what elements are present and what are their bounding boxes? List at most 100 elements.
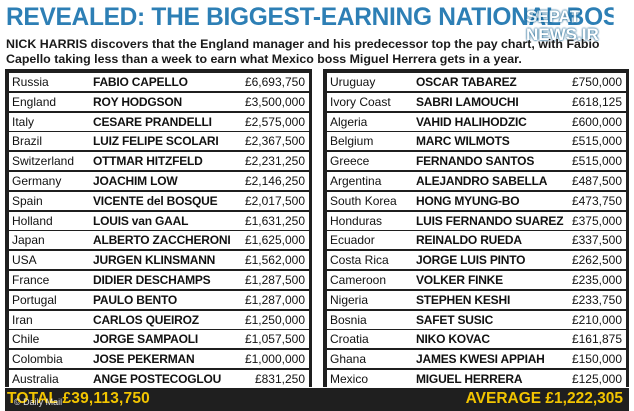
table-row: Ecuador REINALDO RUEDA £337,500	[327, 231, 626, 250]
table-row: Mexico MIGUEL HERRERA £125,000	[327, 369, 626, 388]
country-cell: Italy	[12, 114, 35, 129]
table-row: France DIDIER DESCHAMPS £1,287,500	[9, 270, 309, 289]
manager-cell: ALBERTO ZACCHERONI	[93, 233, 231, 248]
salary-cell: £6,693,750	[244, 75, 305, 89]
country-cell: Argentina	[330, 173, 382, 188]
table-row: Spain VICENTE del BOSQUE £2,017,500	[9, 191, 309, 210]
manager-cell: JOSE PEKERMAN	[93, 352, 195, 367]
manager-cell: ROY HODGSON	[93, 94, 182, 109]
salary-cell: £375,000	[571, 213, 622, 228]
manager-cell: ANGE POSTECOGLOU	[93, 371, 222, 386]
salary-cell: £3,500,000	[244, 94, 305, 109]
standfirst: NICK HARRIS discovers that the England m…	[6, 37, 600, 66]
country-cell: Switzerland	[12, 154, 75, 169]
country-cell: Holland	[12, 213, 53, 228]
manager-cell: JORGE LUIS PINTO	[416, 253, 526, 268]
country-cell: Australia	[12, 371, 59, 386]
salary-cell: £262,500	[571, 253, 622, 268]
country-cell: Spain	[12, 193, 43, 208]
country-cell: USA	[12, 253, 37, 268]
salary-cell: £150,000	[571, 352, 622, 367]
manager-cell: JAMES KWESI APPIAH	[416, 352, 545, 367]
salary-cell: £233,750	[571, 292, 622, 307]
salary-cell: £337,500	[571, 233, 622, 248]
salary-cell: £2,017,500	[244, 193, 305, 208]
pay-table-right: Uruguay OSCAR TABAREZ £750,000 Ivory Coast S…	[323, 69, 629, 388]
country-cell: Honduras	[330, 213, 383, 228]
manager-cell: LUIS FERNANDO SUAREZ	[416, 213, 564, 228]
manager-cell: HONG MYUNG-BO	[416, 193, 520, 208]
salary-cell: £473,750	[571, 193, 622, 208]
country-cell: Uruguay	[330, 75, 376, 89]
salary-cell: £210,000	[571, 312, 622, 327]
country-cell: Chile	[12, 332, 40, 347]
table-row: Brazil LUIZ FELIPE SCOLARI £2,367,500	[9, 132, 309, 151]
table-row: Australia ANGE POSTECOGLOU £831,250	[9, 369, 309, 388]
table-row: Costa Rica JORGE LUIS PINTO £262,500	[327, 251, 626, 270]
table-row: Bosnia SAFET SUSIC £210,000	[327, 310, 626, 329]
credit-text: © Daily Mail	[14, 397, 63, 407]
country-cell: Ghana	[330, 352, 367, 367]
salary-cell: £1,000,000	[244, 352, 305, 367]
salary-cell: £515,000	[571, 134, 622, 149]
country-cell: Ivory Coast	[330, 94, 391, 109]
table-row: Honduras LUIS FERNANDO SUAREZ £375,000	[327, 211, 626, 230]
total-label: TOTAL £39,113,750	[7, 390, 150, 407]
manager-cell: STEPHEN KESHI	[416, 292, 511, 307]
manager-cell: OTTMAR HITZFELD	[93, 154, 203, 169]
table-row: Croatia NIKO KOVAC £161,875	[327, 330, 626, 349]
table-row: Iran CARLOS QUEIROZ £1,250,000	[9, 310, 309, 329]
country-cell: Cameroon	[330, 272, 387, 287]
table-row: Algeria VAHID HALIHODZIC £600,000	[327, 112, 626, 131]
salary-cell: £1,631,250	[244, 213, 305, 228]
country-cell: Iran	[12, 312, 33, 327]
table-row: USA JURGEN KLINSMANN £1,562,000	[9, 251, 309, 270]
salary-cell: £1,287,500	[244, 272, 305, 287]
country-cell: Croatia	[330, 332, 369, 347]
manager-cell: DIDIER DESCHAMPS	[93, 272, 211, 287]
salary-cell: £831,250	[254, 371, 305, 386]
country-cell: Germany	[12, 173, 62, 188]
table-row: Ghana JAMES KWESI APPIAH £150,000	[327, 350, 626, 369]
salary-cell: £1,250,000	[244, 312, 305, 327]
manager-cell: OSCAR TABAREZ	[416, 75, 517, 89]
table-row: Belgium MARC WILMOTS £515,000	[327, 132, 626, 151]
table-row: Uruguay OSCAR TABAREZ £750,000	[327, 73, 626, 91]
country-cell: Bosnia	[330, 312, 367, 327]
salary-cell: £1,562,000	[244, 253, 305, 268]
salary-cell: £1,287,000	[244, 292, 305, 307]
table-row: Ivory Coast SABRI LAMOUCHI £618,125	[327, 92, 626, 111]
manager-cell: VAHID HALIHODZIC	[416, 114, 527, 129]
table-row: Colombia JOSE PEKERMAN £1,000,000	[9, 350, 309, 369]
manager-cell: JORGE SAMPAOLI	[93, 332, 198, 347]
manager-cell: ALEJANDRO SABELLA	[416, 173, 548, 188]
manager-cell: MIGUEL HERRERA	[416, 371, 523, 386]
pay-table-left: Russia FABIO CAPELLO £6,693,750 England ROY …	[5, 69, 312, 388]
country-cell: Costa Rica	[330, 253, 389, 268]
country-cell: South Korea	[330, 193, 397, 208]
salary-cell: £515,000	[571, 154, 622, 169]
country-cell: Mexico	[330, 371, 369, 386]
table-row: Portugal PAULO BENTO £1,287,000	[9, 290, 309, 309]
country-cell: England	[12, 94, 57, 109]
country-cell: France	[12, 272, 50, 287]
manager-cell: MARC WILMOTS	[416, 134, 510, 149]
table-row: Nigeria STEPHEN KESHI £233,750	[327, 290, 626, 309]
salary-cell: £2,575,000	[244, 114, 305, 129]
table-row: Chile JORGE SAMPAOLI £1,057,500	[9, 330, 309, 349]
salary-cell: £2,231,250	[244, 154, 305, 169]
manager-cell: FABIO CAPELLO	[93, 75, 188, 89]
country-cell: Ecuador	[330, 233, 375, 248]
country-cell: Russia	[12, 75, 49, 89]
table-row: South Korea HONG MYUNG-BO £473,750	[327, 191, 626, 210]
salary-cell: £1,057,500	[244, 332, 305, 347]
table-row: Japan ALBERTO ZACCHERONI £1,625,000	[9, 231, 309, 250]
headline: REVEALED: THE BIGGEST-EARNING NATIONAL B…	[6, 3, 614, 31]
table-row: Italy CESARE PRANDELLI £2,575,000	[9, 112, 309, 131]
salary-cell: £2,367,500	[244, 134, 305, 149]
country-cell: Japan	[12, 233, 45, 248]
manager-cell: SAFET SUSIC	[416, 312, 494, 327]
manager-cell: FERNANDO SANTOS	[416, 154, 535, 169]
country-cell: Portugal	[12, 292, 57, 307]
table-row: Cameroon VOLKER FINKE £235,000	[327, 270, 626, 289]
